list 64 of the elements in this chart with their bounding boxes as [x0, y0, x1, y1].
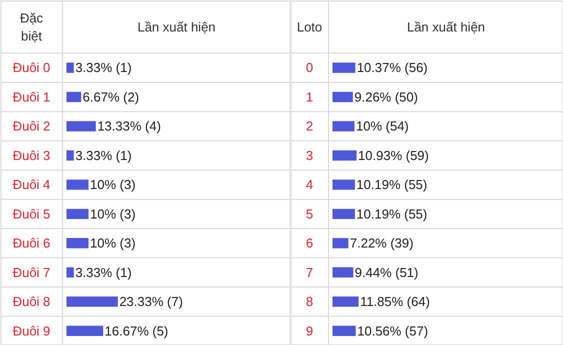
y-tick-label: 2 [306, 118, 314, 134]
data-label: 10.19% (55) [356, 177, 428, 192]
data-label: 16.67% (5) [104, 323, 168, 338]
y-tick-label: Đuôi 7 [12, 264, 50, 280]
y-tick-label: 4 [306, 177, 314, 192]
y-axis-title: Loto [296, 19, 322, 34]
bar [66, 92, 82, 102]
data-label: 9.44% (51) [354, 264, 418, 280]
x-axis-title: Lần xuất hiện [406, 19, 486, 34]
bar [332, 238, 348, 248]
y-tick-label: 3 [306, 148, 314, 163]
y-tick-label: Đuôi 2 [12, 118, 50, 134]
y-tick-label: Đuôi 3 [12, 148, 50, 163]
bar [332, 326, 356, 336]
data-label: 10% (3) [90, 177, 136, 192]
data-label: 23.33% (7) [119, 294, 183, 310]
y-tick-label: 6 [306, 236, 314, 251]
y-tick-label: Đuôi 4 [12, 177, 50, 192]
bar [66, 150, 74, 161]
data-label: 10.19% (55) [356, 206, 428, 222]
bar [66, 208, 88, 220]
y-tick-label: Đuôi 0 [12, 60, 50, 76]
y-tick-label: 7 [306, 264, 314, 280]
bar [66, 267, 74, 278]
data-label: 11.85% (64) [360, 294, 430, 310]
data-label: 10.56% (57) [357, 323, 428, 338]
data-label: 3.33% (1) [75, 148, 132, 163]
bar [332, 296, 359, 307]
y-tick-label: 9 [306, 323, 314, 338]
data-label: 9.26% (50) [354, 89, 418, 104]
y-tick-label: Đuôi 5 [12, 206, 50, 222]
y-tick-label: 0 [306, 60, 314, 76]
bar [332, 62, 356, 73]
data-label: 10% (54) [356, 118, 409, 134]
bar [332, 92, 353, 102]
data-label: 10% (3) [90, 206, 136, 222]
data-label: 7.22% (39) [350, 236, 414, 251]
bar [332, 121, 354, 132]
bar [332, 180, 355, 190]
bar [66, 121, 96, 132]
data-label: 10.93% (59) [358, 148, 429, 163]
y-tick-label: 1 [306, 89, 314, 104]
bar [332, 150, 357, 161]
bar [66, 238, 88, 248]
y-tick-label: Đuôi 9 [12, 323, 50, 338]
x-axis-title: Lần xuất hiện [137, 19, 216, 34]
y-tick-label: 5 [306, 206, 314, 222]
data-label: 3.33% (1) [75, 264, 132, 280]
bar [66, 62, 74, 73]
y-tick-label: Đuôi 8 [12, 294, 50, 310]
bar [66, 180, 88, 190]
data-label: 10.37% (56) [356, 60, 428, 76]
data-label: 10% (3) [90, 236, 136, 251]
data-label: 6.67% (2) [82, 89, 140, 104]
bar [66, 326, 104, 336]
y-tick-label: Đuôi 1 [12, 89, 50, 104]
y-axis-title: Đặc biệt [20, 10, 44, 44]
y-tick-label: 8 [306, 294, 314, 310]
bar [332, 267, 354, 278]
data-label: 13.33% (4) [97, 118, 161, 134]
bar [332, 208, 355, 220]
data-label: 3.33% (1) [75, 60, 132, 76]
bar [66, 296, 118, 307]
y-tick-label: Đuôi 6 [12, 236, 50, 251]
